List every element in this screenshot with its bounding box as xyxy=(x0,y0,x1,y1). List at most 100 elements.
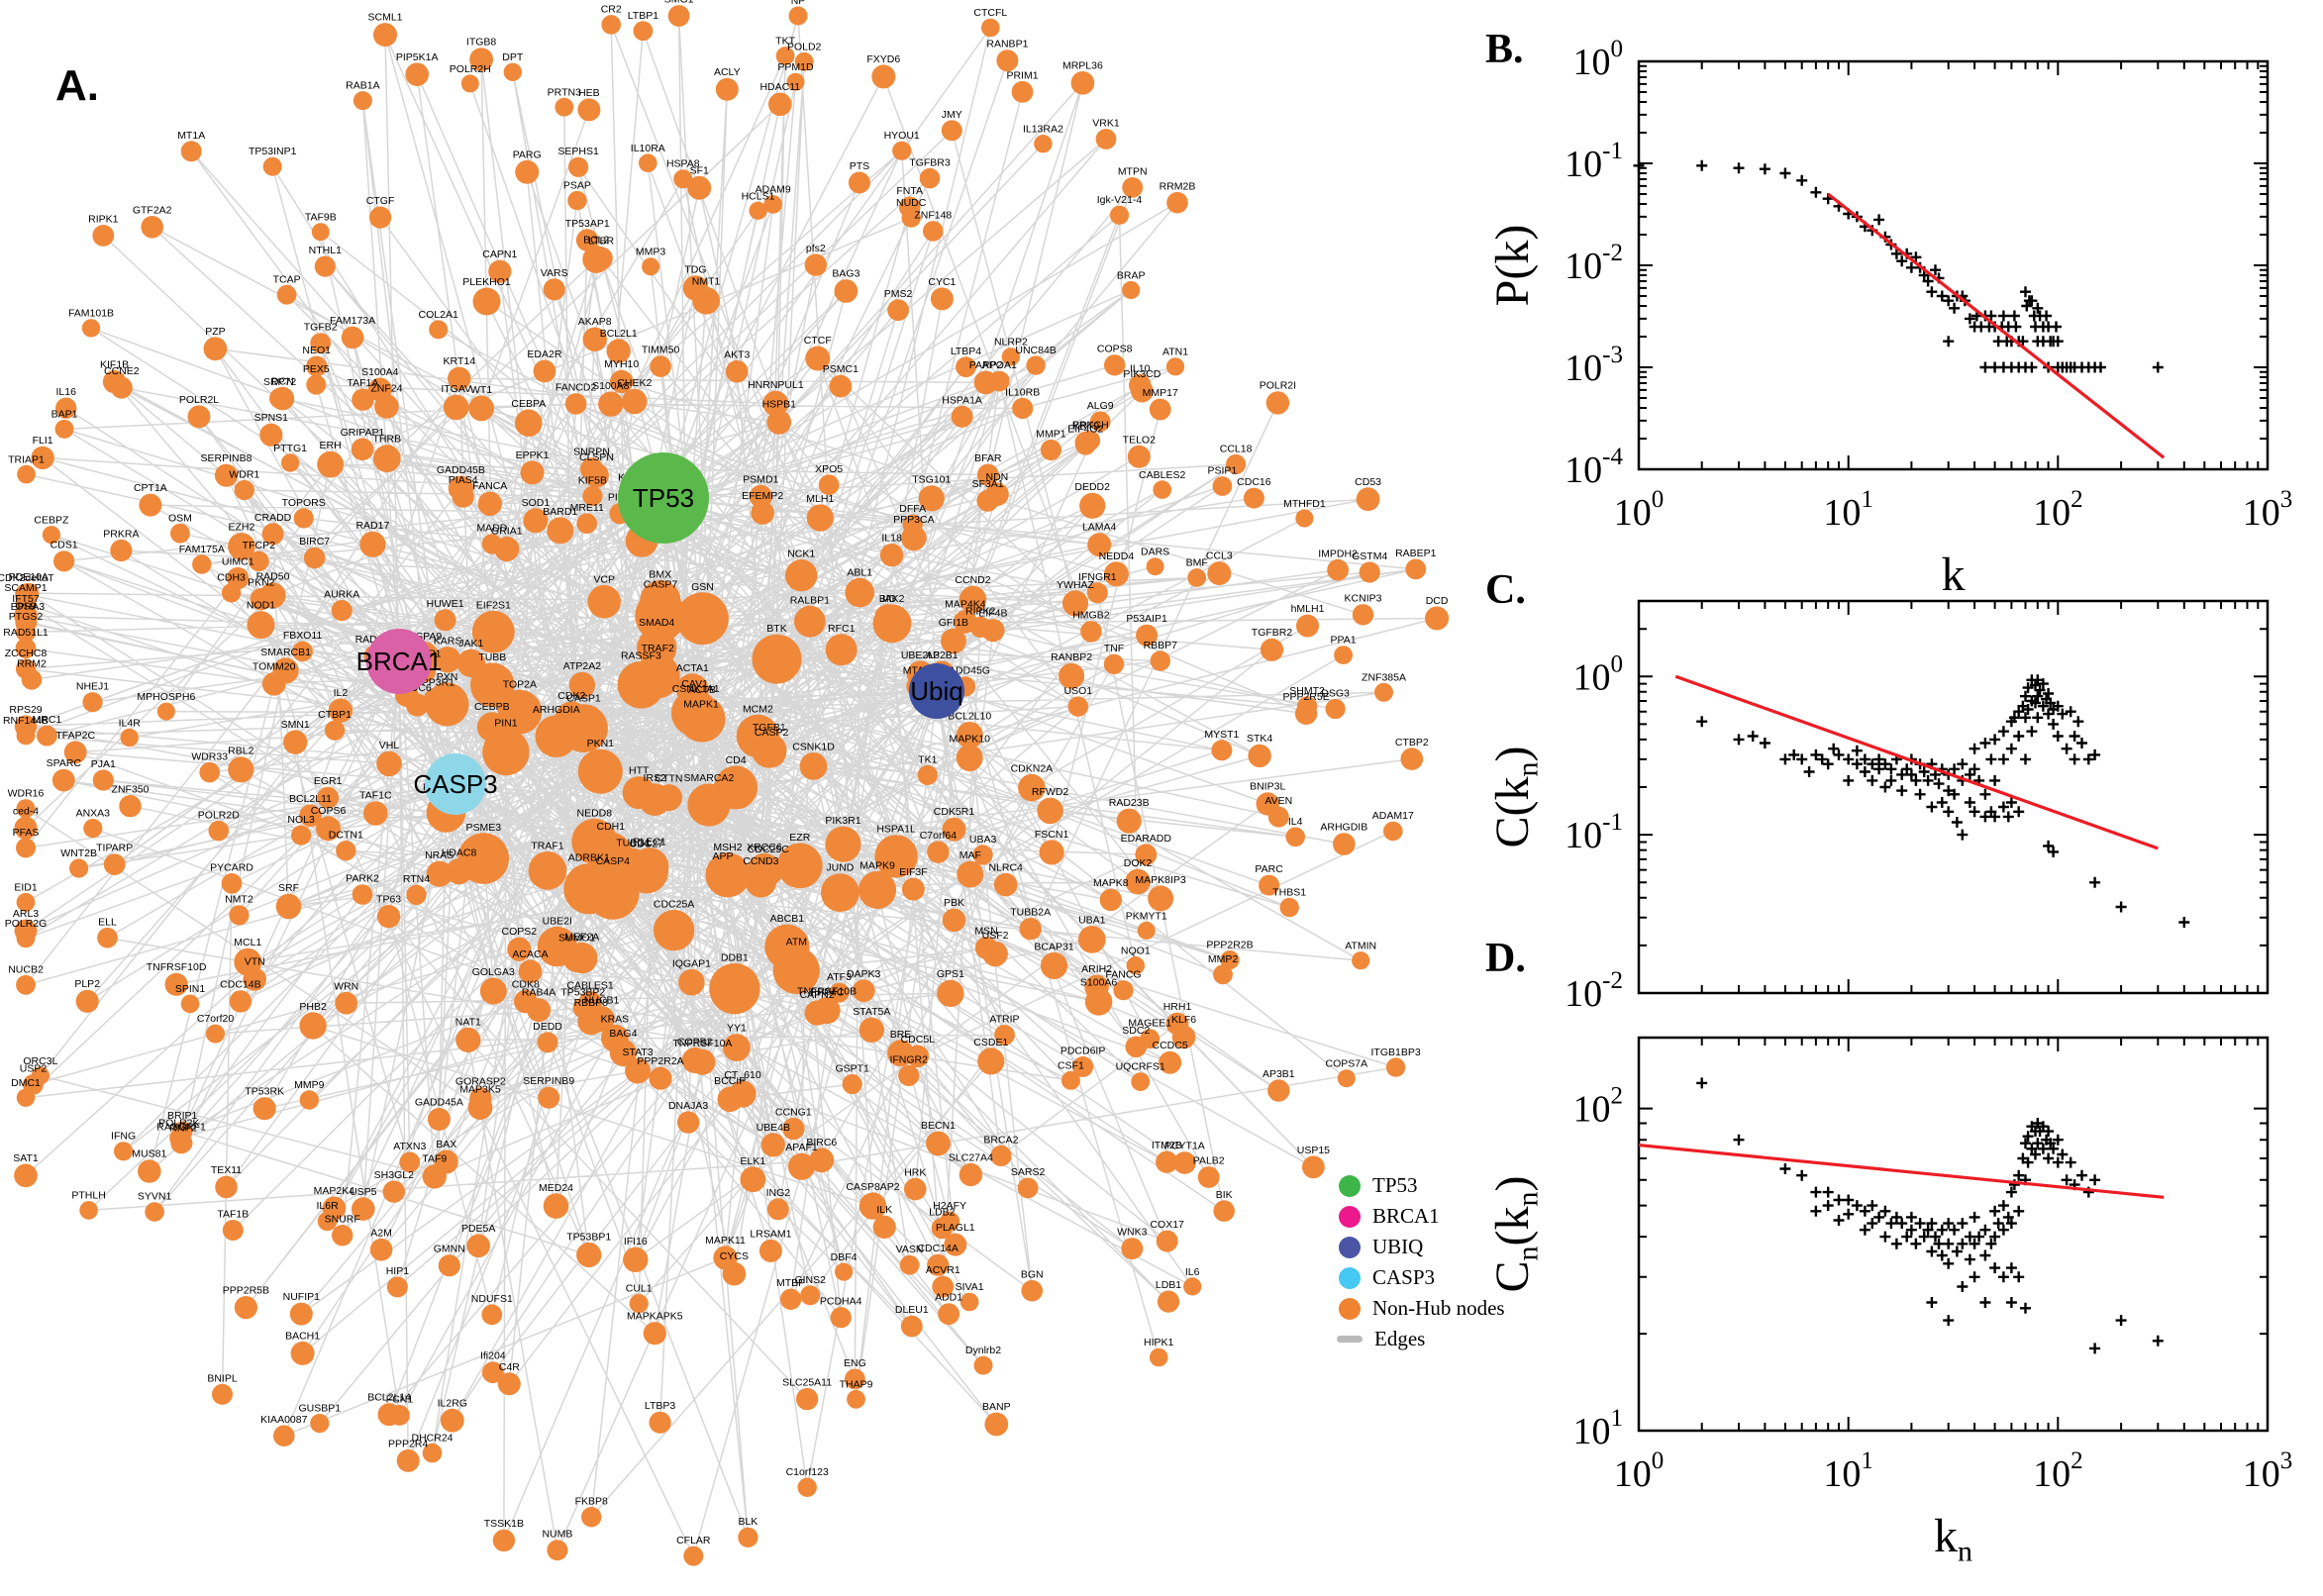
hub-tp53-label: TP53 xyxy=(633,483,694,513)
network-node-label: RBBP7 xyxy=(1144,640,1178,651)
network-node-label: CSNK1A1 xyxy=(672,683,720,695)
network-node-label: CSNK1D xyxy=(792,742,835,753)
network-node-label: PDCD6IP xyxy=(1060,1045,1106,1056)
network-node xyxy=(515,409,543,438)
network-node xyxy=(1213,1200,1235,1222)
network-node-label: CCNG1 xyxy=(775,1106,812,1118)
network-node-label: MCL1 xyxy=(234,937,261,948)
network-node xyxy=(468,395,494,422)
network-node xyxy=(564,393,587,415)
legend-item-brca1: BRCA1 xyxy=(1339,1201,1505,1232)
network-node-label: MAPK9 xyxy=(859,859,895,871)
network-node xyxy=(1084,974,1109,1000)
network-node-label: APP xyxy=(712,850,733,862)
network-node xyxy=(270,386,295,411)
network-node xyxy=(275,893,302,920)
network-node-label: DCD xyxy=(1426,595,1449,607)
network-node-label: NMT1 xyxy=(692,275,721,287)
network-node xyxy=(976,463,999,486)
network-node-label: IMPDH2 xyxy=(1318,548,1358,559)
network-node-label: LTBR xyxy=(588,236,614,248)
network-node-label: KRAS xyxy=(601,1013,630,1025)
network-node xyxy=(306,355,328,377)
network-node-label: SMARCA2 xyxy=(684,772,735,784)
network-node-label: SPNS1 xyxy=(254,412,289,424)
network-node xyxy=(1122,177,1144,198)
network-node-label: NOD1 xyxy=(247,600,275,612)
network-node-label: NDN xyxy=(986,471,1009,483)
network-node-label: WNT2B xyxy=(60,848,97,859)
network-node xyxy=(82,692,103,713)
network-node xyxy=(276,284,297,305)
network-node xyxy=(1207,561,1232,586)
network-node-label: MEF2A xyxy=(564,931,599,943)
network-node-label: PHB2 xyxy=(299,1001,327,1013)
network-node-label: SF1 xyxy=(690,164,709,176)
plot-frame xyxy=(1637,59,2270,471)
network-node-label: MYH10 xyxy=(604,358,639,370)
network-node-label: IL13RA2 xyxy=(1023,124,1063,136)
network-node-label: HCLS1 xyxy=(742,190,775,202)
network-node-label: HIP1 xyxy=(386,1265,410,1277)
network-node-label: EZR xyxy=(789,832,810,844)
network-node-label: ARIH2 xyxy=(1081,963,1112,975)
network-node-label: CDC14A xyxy=(917,1243,958,1254)
network-node-label: C7orf64 xyxy=(920,830,958,842)
scatter-points xyxy=(1696,674,2190,928)
network-node xyxy=(1220,950,1240,970)
network-node xyxy=(83,819,103,839)
network-node-label: TP53BP1 xyxy=(566,1232,611,1244)
network-node xyxy=(92,225,115,247)
network-node xyxy=(692,286,720,315)
network-node xyxy=(460,74,479,93)
network-node xyxy=(299,1090,319,1110)
network-node-label: PTS xyxy=(850,160,869,172)
network-node-label: PLEC1 xyxy=(633,837,665,848)
network-node-label: EPHA3 xyxy=(11,601,46,613)
network-node xyxy=(1079,492,1106,519)
network-node xyxy=(1087,533,1112,557)
network-node xyxy=(1034,135,1053,153)
y-tick-label: 10-2 xyxy=(1565,967,1623,1015)
network-node-label: AURKA xyxy=(324,589,359,601)
network-node-label: AKAP8 xyxy=(578,316,612,328)
network-node xyxy=(69,858,89,878)
network-node-label: GFI1B xyxy=(939,617,968,629)
network-node-label: TDG xyxy=(684,264,706,276)
network-node-label: SNRPN xyxy=(573,447,610,458)
network-node-label: SERPINB8 xyxy=(201,452,252,464)
network-node xyxy=(1001,348,1021,366)
network-node xyxy=(1127,445,1151,468)
network-node-label: CHEK2 xyxy=(617,377,652,389)
network-node-label: MAPK11 xyxy=(705,1235,746,1247)
network-node xyxy=(1243,487,1264,509)
network-node xyxy=(472,287,501,316)
y-tick-label: 101 xyxy=(1573,1405,1624,1452)
network-node xyxy=(1157,1290,1180,1313)
network-node-label: BANP xyxy=(982,1401,1011,1413)
network-node xyxy=(434,647,461,673)
network-node xyxy=(764,924,810,969)
network-node xyxy=(942,817,966,842)
network-node-label: AP3B1 xyxy=(1262,1068,1295,1080)
network-node-label: RIPK1 xyxy=(88,214,119,226)
network-node-label: DBF4 xyxy=(831,1251,858,1263)
network-node-label: SPIN1 xyxy=(175,983,206,995)
network-node-label: TP63 xyxy=(376,894,401,906)
network-node-label: UBE2L3 xyxy=(901,649,940,661)
network-node xyxy=(299,1012,327,1040)
network-node-label: TOP2A xyxy=(503,678,537,690)
network-node-label: PIN1 xyxy=(494,717,518,729)
network-node xyxy=(1267,806,1289,828)
network-node xyxy=(1165,1012,1189,1036)
network-node xyxy=(563,863,615,915)
network-node xyxy=(352,1197,375,1221)
network-node-label: GADD45B xyxy=(437,464,485,476)
network-node-label: CAV1 xyxy=(681,678,708,690)
network-node xyxy=(580,457,603,481)
network-node-label: MLH1 xyxy=(806,493,834,505)
network-node-label: IL2RG xyxy=(438,1397,467,1409)
network-node xyxy=(954,610,977,634)
x-tick-label: 102 xyxy=(2033,1447,2083,1495)
network-node-label: PPP2R5E xyxy=(1282,691,1329,703)
